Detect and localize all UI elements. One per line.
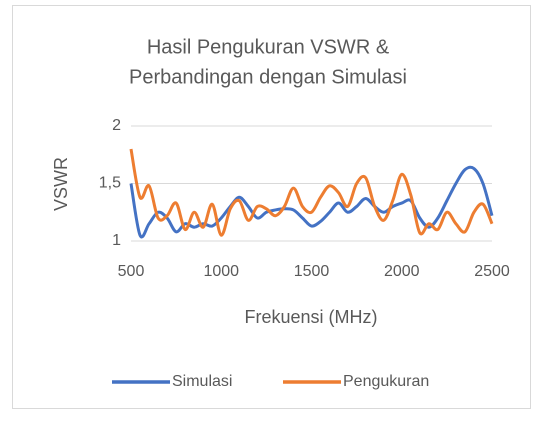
- series-line: [129, 148, 494, 237]
- x-tick-label: 1000: [203, 263, 239, 280]
- x-tick-label: 500: [118, 263, 145, 280]
- chart-title: Hasil Pengukuran VSWR &: [147, 36, 390, 58]
- x-tick-label: 2500: [474, 263, 510, 280]
- x-tick-label: 1500: [294, 263, 330, 280]
- legend-label: Pengukuran: [343, 373, 429, 390]
- legend-label: Simulasi: [172, 373, 232, 390]
- x-axis-label: Frekuensi (MHz): [244, 307, 377, 327]
- x-tick-label: 2000: [384, 263, 420, 280]
- chart-title: Perbandingan dengan Simulasi: [129, 66, 407, 88]
- y-tick-label: 1: [112, 232, 121, 249]
- y-tick-label: 2: [112, 117, 121, 134]
- y-tick-label: 1,5: [99, 175, 121, 192]
- y-axis-label: VSWR: [51, 157, 71, 211]
